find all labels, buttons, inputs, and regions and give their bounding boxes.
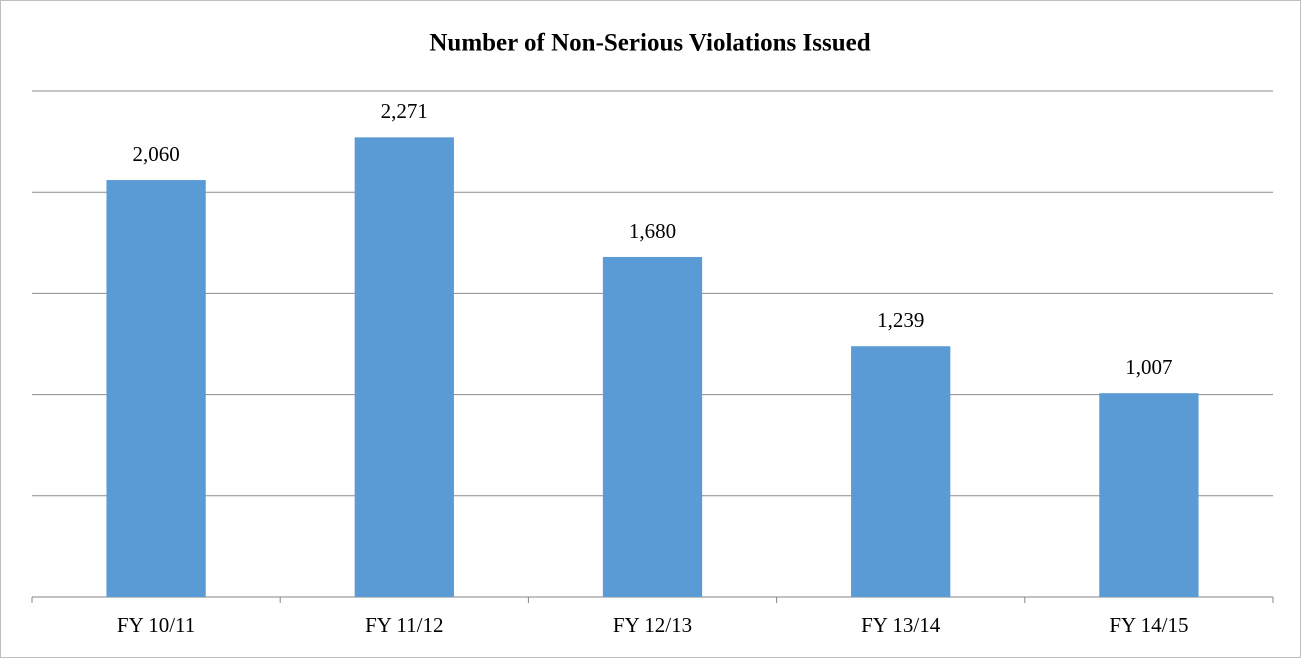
bar: [354, 137, 454, 597]
data-label: 1,680: [629, 219, 676, 243]
x-tick-label: FY 11/12: [365, 613, 443, 637]
bar: [602, 256, 703, 597]
x-tick-label: FY 10/11: [117, 613, 195, 637]
data-label: 1,239: [877, 308, 924, 332]
x-tick-label: FY 12/13: [613, 613, 692, 637]
chart-title: Number of Non-Serious Violations Issued: [429, 30, 870, 57]
data-label: 2,271: [381, 99, 428, 123]
bar: [106, 180, 206, 597]
bar: [851, 346, 951, 597]
data-label: 1,007: [1125, 355, 1172, 379]
bar: [1099, 393, 1199, 597]
x-tick-label: FY 14/15: [1109, 613, 1188, 637]
x-tick-label: FY 13/14: [861, 613, 941, 637]
data-label: 2,060: [132, 142, 179, 166]
